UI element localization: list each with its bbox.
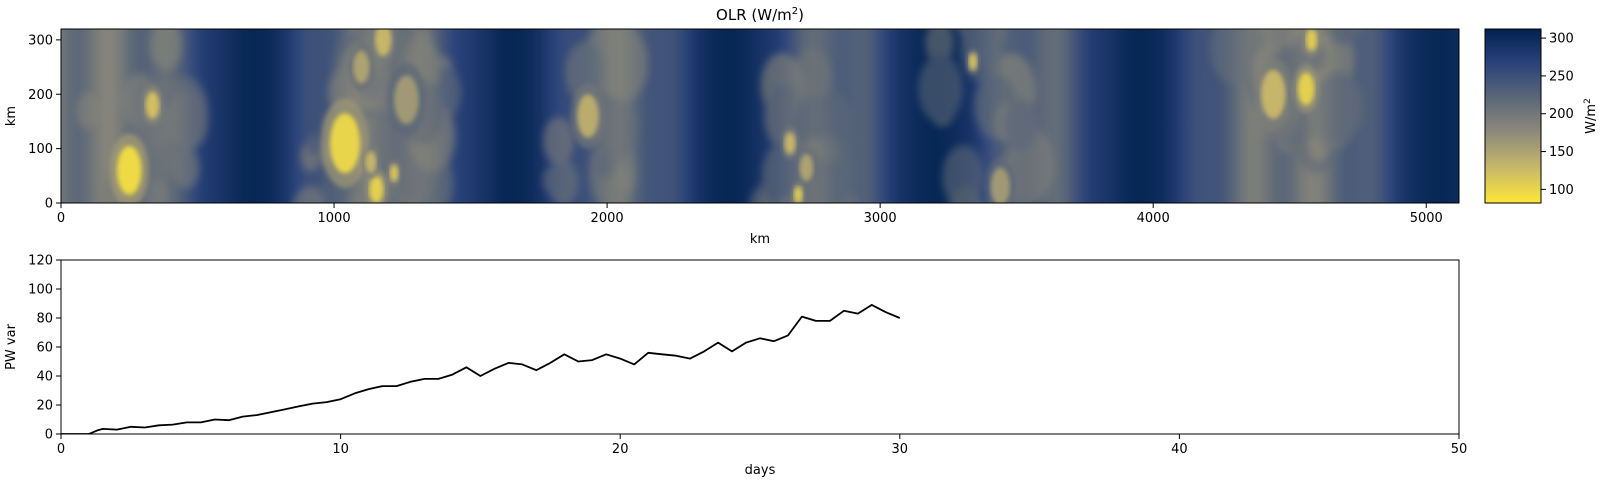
convective-cluster (375, 29, 392, 57)
heatmap-x-tick-label: 2000 (591, 211, 624, 226)
cloud-wisp (149, 29, 183, 70)
cloud-wisp (172, 147, 200, 189)
convective-cluster (794, 186, 803, 203)
cloud-wisp (1315, 71, 1363, 144)
cloud-wisp (1280, 29, 1306, 39)
line-plot-frame (60, 259, 1460, 435)
convective-cluster (1261, 69, 1286, 119)
line-plot-area (61, 303, 901, 434)
cloud-wisp (925, 29, 954, 65)
line-y-axis: 0 20 40 60 80 100 120 (28, 254, 61, 443)
cloud-wisp (942, 145, 985, 203)
cloud-wisp (1316, 0, 1337, 4)
colorbar (1484, 28, 1542, 204)
line-y-tick-label: 80 (36, 312, 53, 327)
colorbar-label: W/m2 (1583, 98, 1599, 134)
cloud-wisp (351, 215, 368, 241)
cloud-wisp (616, 165, 634, 192)
cloud-wisp (126, 204, 164, 263)
line-x-tick-label: 20 (612, 442, 629, 457)
colorbar-tick-label: 100 (1549, 183, 1574, 198)
convective-cluster (990, 167, 1010, 203)
convective-cluster (799, 154, 814, 182)
cloud-wisp (147, 179, 167, 203)
line-x-tick-label: 40 (1171, 442, 1188, 457)
pw-var-line (61, 303, 901, 434)
convective-cluster (145, 91, 160, 119)
line-y-tick-label: 0 (45, 428, 53, 443)
cloud-wisp (384, 210, 406, 243)
convective-cluster (577, 94, 599, 138)
cloud-wisp (399, 0, 436, 26)
heatmap-x-axis: 0 1000 2000 3000 4000 5000 (57, 203, 1443, 226)
line-y-tick-label: 120 (28, 254, 53, 269)
heatmap-title: OLR (W/m2) (716, 6, 804, 24)
line-y-tick-label: 100 (28, 283, 53, 298)
heatmap-x-tick-label: 1000 (318, 211, 351, 226)
cloud-wisp (403, 0, 429, 14)
cloud-wisp (293, 186, 327, 203)
line-x-tick-label: 0 (57, 442, 65, 457)
line-y-tick-label: 20 (36, 399, 53, 414)
cloud-wisp (600, 29, 649, 101)
heatmap-frame (60, 28, 1460, 204)
cloud-wisp (1326, 29, 1361, 46)
heatmap-area (61, 0, 1459, 263)
line-y-tick-label: 40 (36, 370, 53, 385)
cloud-wisp (793, 226, 815, 259)
cloud-wisp (306, 133, 321, 156)
colorbar-tick-label: 300 (1549, 32, 1574, 47)
colorbar-tick-label: 200 (1549, 107, 1574, 122)
heatmap-y-label: km (4, 106, 19, 126)
convective-cluster (968, 53, 978, 70)
heatmap-x-label: km (750, 232, 770, 247)
heatmap-y-tick-label: 100 (28, 142, 53, 157)
cloud-wisp (1210, 29, 1257, 84)
cloud-wisp (379, 210, 404, 248)
convective-cluster (394, 75, 419, 125)
line-x-label: days (745, 463, 776, 478)
colorbar-tick-label: 150 (1549, 145, 1574, 160)
convective-cluster (329, 113, 360, 174)
colorbar-tick-label: 250 (1549, 69, 1574, 84)
cloud-wisp (542, 166, 561, 194)
cloud-wisp (968, 200, 983, 203)
heatmap-x-tick-label: 5000 (1410, 211, 1443, 226)
cloud-wisp (1300, 0, 1330, 17)
cloud-wisp (596, 150, 616, 180)
cloud-wisp (168, 89, 209, 150)
line-x-tick-label: 50 (1451, 442, 1468, 457)
convective-cluster (365, 151, 377, 174)
heatmap-y-axis: 0 100 200 300 (28, 33, 61, 212)
cloud-wisp (76, 92, 101, 130)
cloud-wisp (918, 54, 963, 123)
heatmap-x-tick-label: 4000 (1137, 211, 1170, 226)
heatmap-y-tick-label: 300 (28, 33, 53, 48)
line-y-tick-label: 60 (36, 341, 53, 356)
line-x-tick-label: 30 (892, 442, 909, 457)
heatmap-x-tick-label: 3000 (864, 211, 897, 226)
convective-cluster (353, 50, 370, 84)
line-x-axis: 0 10 20 30 40 50 (57, 434, 1467, 457)
heatmap-y-tick-label: 200 (28, 88, 53, 103)
cloud-wisp (1262, 29, 1290, 44)
convective-cluster (369, 175, 384, 203)
convective-cluster (1297, 72, 1315, 106)
convective-cluster (784, 132, 796, 155)
convective-cluster (1306, 29, 1318, 51)
colorbar-axis: 100 150 200 250 300 (1541, 32, 1574, 198)
cloud-wisp (979, 37, 1003, 73)
cloud-wisp (949, 186, 983, 203)
convective-cluster (390, 164, 399, 182)
cloud-wisp (933, 29, 947, 32)
line-y-label: PW var (4, 323, 19, 369)
heatmap-y-tick-label: 0 (45, 197, 53, 212)
line-x-tick-label: 10 (332, 442, 349, 457)
heatmap-x-tick-label: 0 (57, 211, 65, 226)
cloud-wisp (542, 117, 575, 165)
cloud-wisp (1003, 98, 1038, 152)
convective-cluster (116, 145, 142, 195)
